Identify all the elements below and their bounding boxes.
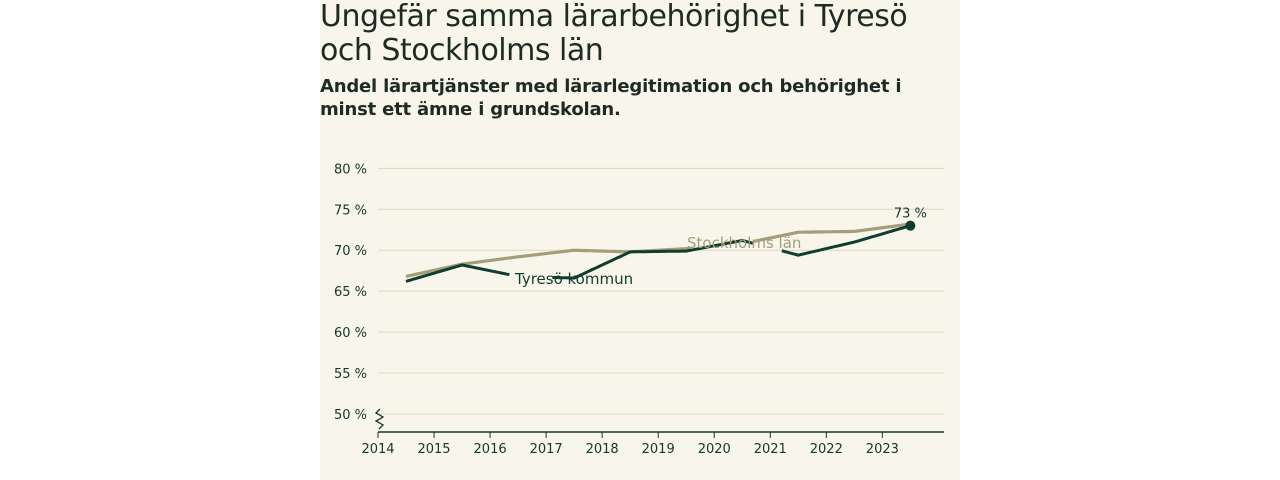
end-point-marker (905, 220, 916, 231)
y-tick-label: 60 % (334, 326, 367, 341)
x-tick-label: 2022 (810, 442, 843, 457)
x-tick-label: 2023 (866, 442, 899, 457)
chart-title: Ungefär samma lärarbehörighet i Tyresö o… (320, 0, 908, 68)
y-axis-ticks: 50 % 55 % 60 % 65 % 70 % 75 % 80 % (334, 162, 367, 423)
y-tick-label: 80 % (334, 162, 367, 177)
y-tick-label: 50 % (334, 408, 367, 423)
grid-lines (378, 167, 944, 415)
x-axis-ticks: 2014 2015 2016 2017 2018 2019 2020 2021 2022 2023 (361, 432, 899, 457)
series-line-tyreso (781, 224, 911, 257)
x-tick-label: 2017 (530, 442, 563, 457)
series-label-tyreso: Tyresö kommun (514, 270, 633, 288)
x-tick-label: 2018 (586, 442, 619, 457)
x-tick-label: 2014 (361, 442, 394, 457)
chart-subtitle: Andel lärartjänster med lärarlegitimatio… (320, 76, 902, 120)
series-line-tyreso (405, 263, 510, 283)
chart-panel (320, 0, 960, 480)
y-tick-label: 75 % (334, 203, 367, 218)
x-tick-label: 2020 (698, 442, 731, 457)
series-lines (405, 222, 911, 283)
y-tick-label: 65 % (334, 285, 367, 300)
end-point-label: 73 % (894, 207, 927, 222)
y-tick-label: 55 % (334, 367, 367, 382)
x-tick-label: 2021 (754, 442, 787, 457)
series-line-tyreso (552, 238, 754, 280)
series-labels: Stockholms län Tyresö kommun (514, 234, 801, 288)
x-tick-label: 2015 (417, 442, 450, 457)
axis-break-icon (374, 408, 385, 430)
x-tick-label: 2016 (474, 442, 507, 457)
x-tick-label: 2019 (642, 442, 675, 457)
series-label-stockholm: Stockholms län (687, 234, 801, 252)
series-line-stockholm (753, 222, 911, 243)
y-tick-label: 70 % (334, 244, 367, 259)
